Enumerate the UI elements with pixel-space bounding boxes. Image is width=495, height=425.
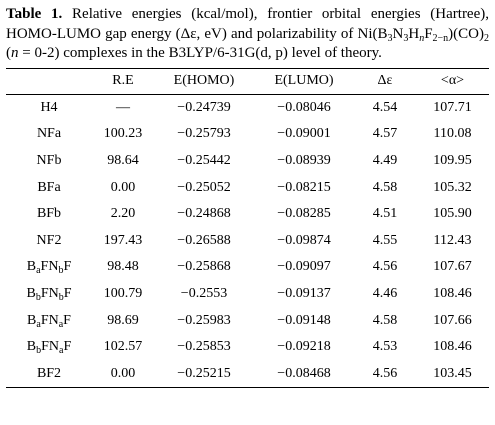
cell-lumo: −0.09097	[277, 259, 331, 275]
cell-relative-energy: 0.00	[92, 360, 154, 389]
cell-lumo: −0.09148	[277, 312, 331, 328]
table-caption: Table 1. Relative energies (kcal/mol), f…	[6, 6, 489, 61]
table-row: NF2 197.43 −0.26588 −0.09874 4.55 112.43	[6, 227, 489, 254]
table-body: H4 — −0.24739 −0.08046 4.54 107.71 NFa 100.23 −0…	[6, 94, 489, 389]
table-row: BaFNaF 98.69 −0.25983 −0.09148 4.58 107.66	[6, 307, 489, 334]
header-gap: Δε	[354, 67, 416, 95]
cell-homo: −0.24868	[177, 206, 231, 222]
cell-polarizability: 103.45	[416, 360, 489, 389]
cell-homo: −0.25215	[154, 360, 254, 389]
cell-relative-energy: 100.79	[103, 285, 143, 301]
cell-lumo: −0.08046	[277, 99, 331, 115]
cell-polarizability: 108.46	[433, 285, 472, 301]
header-relative-energy: R.E	[92, 67, 154, 95]
table-row: NFa 100.23 −0.25793 −0.09001 4.57 110.08	[6, 121, 489, 148]
cell-relative-energy: 102.57	[103, 339, 143, 355]
table-row: BbFNaF 102.57 −0.25853 −0.09218 4.53 108.46	[6, 334, 489, 361]
cell-complex-name: NFa	[36, 126, 62, 142]
cell-relative-energy: 197.43	[103, 232, 143, 248]
table-row: NFb 98.64 −0.25442 −0.08939 4.49 109.95	[6, 148, 489, 175]
cell-polarizability: 109.95	[433, 152, 472, 168]
header-homo: E(HOMO)	[154, 67, 254, 95]
cell-complex-name: NF2	[36, 232, 62, 248]
cell-gap: 4.57	[372, 126, 398, 142]
cell-lumo: −0.08215	[277, 179, 331, 195]
cell-complex-name: BaFNaF	[27, 312, 71, 330]
table-row: BbFNbF 100.79 −0.2553 −0.09137 4.46 108.46	[6, 281, 489, 308]
cell-lumo: −0.08285	[277, 206, 331, 222]
cell-homo: −0.25793	[177, 126, 231, 142]
cell-polarizability: 107.71	[433, 99, 472, 115]
cell-complex-name: BaFNbF	[26, 259, 72, 277]
table-row: H4 — −0.24739 −0.08046 4.54 107.71	[6, 94, 489, 121]
cell-complex-name: BbFNaF	[26, 339, 72, 357]
cell-gap: 4.58	[372, 179, 398, 195]
energies-table: R.E E(HOMO) E(LUMO) Δε <α> H4 — −0.24739 −0…	[6, 67, 489, 389]
table-row: BFa 0.00 −0.25052 −0.08215 4.58 105.32	[6, 174, 489, 201]
cell-relative-energy: —	[116, 99, 130, 115]
cell-lumo: −0.08939	[277, 152, 331, 168]
table-row: BaFNbF 98.48 −0.25868 −0.09097 4.56 107.67	[6, 254, 489, 281]
table-label: Table 1.	[6, 6, 63, 22]
cell-complex-name: BF2	[6, 360, 92, 389]
cell-complex-name: NFb	[36, 152, 62, 168]
cell-gap: 4.54	[372, 99, 398, 115]
cell-homo: −0.25983	[177, 312, 231, 328]
cell-complex-name: H4	[40, 99, 58, 115]
cell-lumo: −0.09137	[277, 285, 331, 301]
cell-homo: −0.26588	[177, 232, 231, 248]
table-row: BFb 2.20 −0.24868 −0.08285 4.51 105.90	[6, 201, 489, 228]
cell-homo: −0.25052	[177, 179, 231, 195]
cell-polarizability: 107.67	[433, 259, 472, 275]
header-lumo: E(LUMO)	[254, 67, 354, 95]
cell-relative-energy: 98.69	[107, 312, 139, 328]
cell-gap: 4.56	[354, 360, 416, 389]
cell-polarizability: 108.46	[433, 339, 472, 355]
cell-gap: 4.56	[372, 259, 398, 275]
cell-gap: 4.53	[372, 339, 398, 355]
cell-homo: −0.24739	[177, 99, 231, 115]
cell-relative-energy: 98.48	[107, 259, 139, 275]
cell-homo: −0.25853	[177, 339, 231, 355]
cell-homo: −0.25868	[177, 259, 231, 275]
cell-gap: 4.51	[372, 206, 398, 222]
cell-lumo: −0.09001	[277, 126, 331, 142]
cell-polarizability: 105.32	[433, 179, 472, 195]
cell-polarizability: 107.66	[433, 312, 472, 328]
cell-gap: 4.46	[372, 285, 398, 301]
cell-lumo: −0.09218	[277, 339, 331, 355]
cell-complex-name: BFb	[36, 206, 62, 222]
cell-relative-energy: 0.00	[110, 179, 136, 195]
cell-complex-name: BbFNbF	[26, 285, 72, 303]
header-polarizability: <α>	[416, 67, 489, 95]
cell-gap: 4.55	[372, 232, 398, 248]
cell-lumo: −0.09874	[277, 232, 331, 248]
cell-lumo: −0.08468	[254, 360, 354, 389]
cell-relative-energy: 100.23	[103, 126, 143, 142]
cell-polarizability: 105.90	[433, 206, 472, 222]
cell-complex-name: BFa	[37, 179, 61, 195]
cell-polarizability: 112.43	[433, 232, 472, 248]
cell-relative-energy: 98.64	[107, 152, 139, 168]
cell-homo: −0.25442	[177, 152, 231, 168]
table-row: BF2 0.00 −0.25215 −0.08468 4.56 103.45	[6, 360, 489, 389]
header-complex	[6, 67, 92, 95]
cell-relative-energy: 2.20	[110, 206, 136, 222]
table-header-row: R.E E(HOMO) E(LUMO) Δε <α>	[6, 67, 489, 95]
cell-gap: 4.49	[372, 152, 398, 168]
cell-polarizability: 110.08	[433, 126, 472, 142]
cell-homo: −0.2553	[180, 285, 228, 301]
cell-gap: 4.58	[372, 312, 398, 328]
